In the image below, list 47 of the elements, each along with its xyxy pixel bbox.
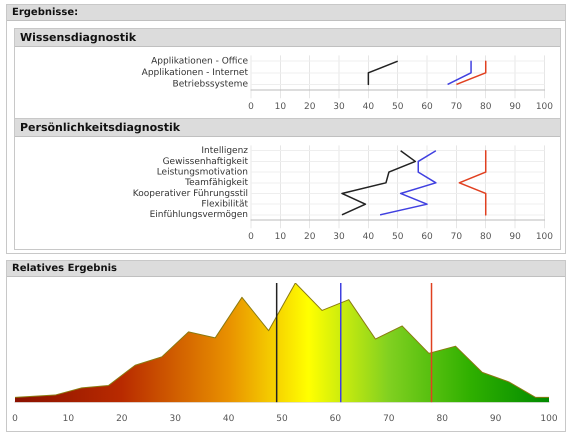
y-tick-label: Applikationen - Internet	[142, 68, 248, 78]
text: Persönlichkeitsdiagnostik	[15, 119, 560, 137]
y-tick-label: Intelligenz	[201, 146, 248, 156]
text: Ergebnisse:	[7, 5, 565, 21]
y-tick-label: Flexibilität	[201, 200, 248, 210]
y-tick-label: Gewissenhaftigkeit	[162, 156, 248, 167]
x-tick-label: 0	[12, 414, 18, 424]
x-tick-label: 50	[392, 232, 404, 242]
y-tick-label: Teamfähigkeit	[184, 178, 248, 188]
x-tick-label: 60	[330, 414, 342, 424]
y-tick-label: Applikationen - Office	[151, 56, 248, 67]
x-tick-label: 90	[490, 414, 502, 424]
x-tick-label: 30	[169, 414, 182, 424]
x-tick-label: 90	[509, 232, 522, 242]
x-tick-label: 70	[383, 414, 395, 424]
y-tick-label: Betriebssysteme	[172, 80, 248, 90]
x-tick-label: 60	[421, 232, 434, 242]
x-tick-label: 20	[116, 414, 128, 424]
x-tick-label: 70	[450, 102, 462, 112]
x-tick-label: 80	[436, 414, 448, 424]
text: Wissensdiagnostik	[15, 29, 560, 47]
x-tick-label: 0	[248, 102, 254, 112]
x-tick-label: 10	[274, 102, 286, 112]
y-tick-label: Leistungsmotivation	[156, 167, 248, 178]
x-tick-label: 100	[536, 232, 554, 242]
x-tick-label: 30	[333, 232, 346, 242]
x-tick-label: 80	[480, 102, 492, 112]
x-tick-label: 90	[509, 102, 522, 112]
x-tick-label: 40	[362, 102, 374, 112]
y-tick-label: Kooperativer Führungsstil	[132, 188, 248, 199]
x-tick-label: 10	[62, 414, 74, 424]
x-tick-label: 0	[248, 232, 254, 242]
x-tick-label: 100	[540, 414, 558, 424]
x-tick-label: 50	[392, 102, 404, 112]
x-tick-label: 40	[222, 414, 235, 424]
x-tick-label: 30	[333, 102, 346, 112]
y-tick-label: Einfühlungsvermögen	[150, 210, 248, 220]
x-tick-label: 80	[480, 232, 492, 242]
x-tick-label: 20	[304, 232, 316, 242]
chart-title: Relatives Ergebnis	[7, 261, 565, 277]
x-tick-label: 10	[274, 232, 286, 242]
x-tick-label: 70	[450, 232, 462, 242]
x-tick-label: 100	[536, 102, 554, 112]
x-tick-label: 60	[421, 102, 434, 112]
x-tick-label: 40	[362, 232, 374, 242]
x-tick-label: 50	[276, 414, 288, 424]
x-tick-label: 20	[304, 102, 316, 112]
